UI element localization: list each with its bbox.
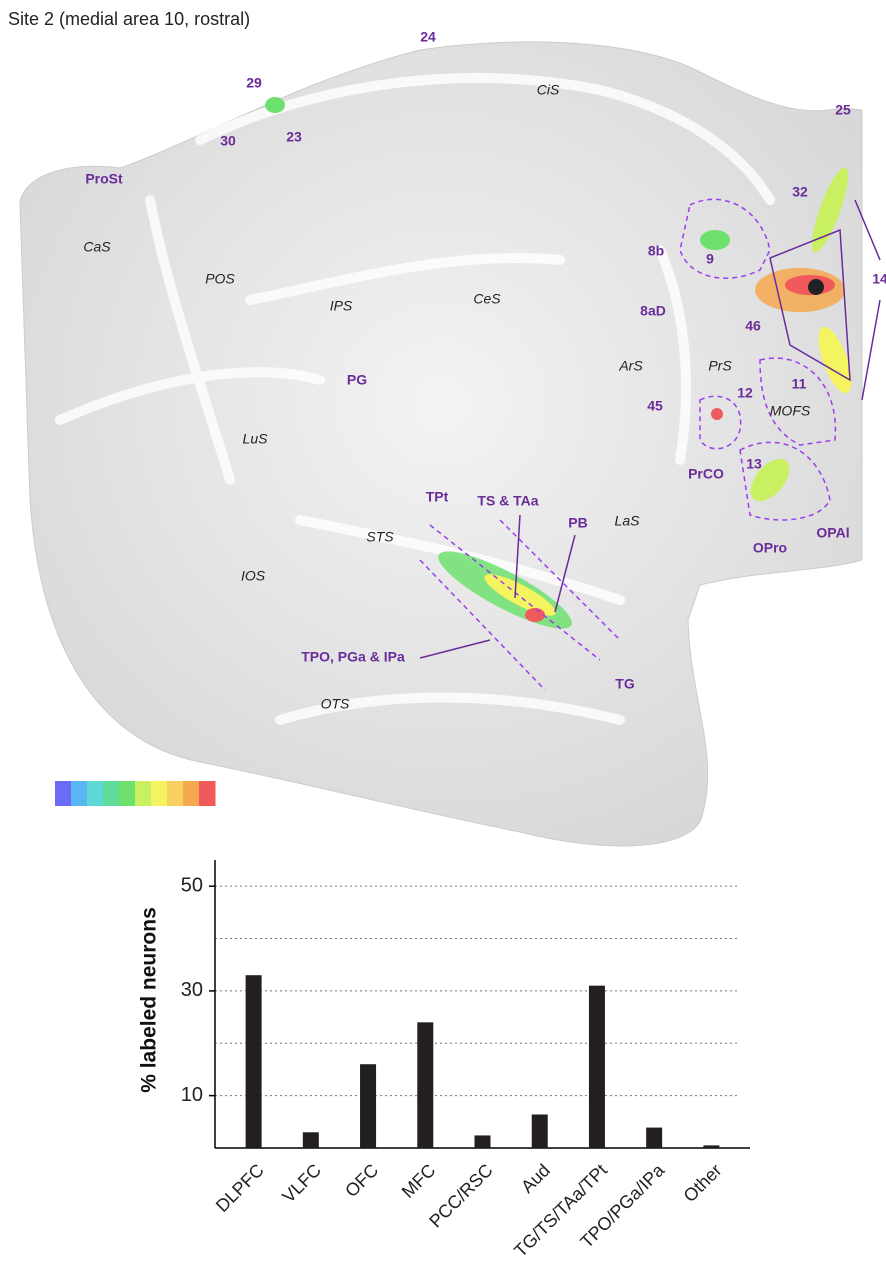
sulcus-label: ArS (618, 358, 643, 374)
area-label: 45 (647, 398, 663, 414)
area-label: 14 (872, 271, 886, 287)
colorbar-swatch (199, 781, 216, 806)
sulcus-label: LaS (615, 513, 641, 529)
sulcus-label: STS (366, 529, 394, 545)
sulcus-label: IOS (241, 568, 266, 584)
colorbar-swatch (151, 781, 168, 806)
colorbar-swatch (103, 781, 120, 806)
area-label: 8aD (640, 303, 666, 319)
sulcus-label: CaS (83, 239, 111, 255)
area-label: 8b (648, 243, 664, 259)
figure-title: Site 2 (medial area 10, rostral) (8, 9, 250, 29)
x-tick-label: OFC (341, 1160, 382, 1201)
area-label: PG (347, 372, 367, 388)
sulcus-label: CeS (473, 291, 501, 307)
area-label: ProSt (85, 171, 123, 187)
area-borders (419, 198, 837, 691)
area-label: 30 (220, 133, 236, 149)
colorbar-swatch (167, 781, 184, 806)
area-label: 24 (420, 29, 436, 45)
area-label: TS & TAa (477, 493, 538, 509)
sulcus-label: OTS (321, 696, 350, 712)
bar (417, 1022, 434, 1148)
area-label: PB (568, 515, 587, 531)
area-label: OPro (753, 540, 787, 556)
area-label: 9 (706, 251, 714, 267)
colorbar-swatch (55, 781, 72, 806)
y-axis-title: % labeled neurons (138, 907, 161, 1093)
colorbar-swatch (183, 781, 200, 806)
sulcus-label: PrS (708, 358, 732, 374)
sulcus-label: CiS (537, 82, 560, 98)
y-tick-label: 30 (181, 979, 203, 1001)
bar (588, 985, 605, 1148)
bar (474, 1135, 491, 1148)
area-label: 46 (745, 318, 761, 334)
area-label: OPAl (816, 525, 849, 541)
x-tick-label: DLPFC (212, 1160, 268, 1216)
leader-lines (419, 199, 881, 659)
bar (360, 1064, 377, 1148)
sulcus-label: IPS (330, 298, 353, 314)
bar (245, 975, 262, 1148)
colorbar-swatch (119, 781, 136, 806)
label-density (265, 97, 852, 629)
area-label: 32 (792, 184, 808, 200)
flat-map: 24 29 30 23 ProSt 25 32 14 8b 9 8aD 46 12 11 45 PrCO 13 O… (19, 29, 886, 847)
sulcus-label: POS (205, 271, 235, 287)
bar (302, 1132, 319, 1148)
cortex-surface (19, 41, 863, 847)
sulcus-label: LuS (243, 431, 269, 447)
area-label: 29 (246, 75, 262, 91)
area-label: 12 (737, 385, 753, 401)
area-label: 13 (746, 456, 762, 472)
y-tick-label: 50 (181, 874, 203, 896)
colorbar (55, 781, 216, 806)
colorbar-swatch (135, 781, 152, 806)
area-label: TPO, PGa & IPa (301, 649, 405, 665)
x-tick-label: VLFC (278, 1160, 325, 1207)
gyri (55, 73, 775, 725)
x-tick-label: Other (680, 1160, 726, 1206)
area-label: TG (615, 676, 635, 692)
area-label: TPt (426, 489, 449, 505)
colorbar-swatch (87, 781, 104, 806)
x-tick-label: Aud (517, 1160, 554, 1197)
x-tick-label: MFC (398, 1160, 440, 1202)
y-tick-label: 10 (181, 1084, 203, 1106)
area-label: 11 (792, 376, 807, 392)
colorbar-swatch (71, 781, 88, 806)
sulcus-label: MOFS (770, 403, 811, 419)
area-label: 23 (286, 129, 302, 145)
area-label: 25 (835, 102, 851, 118)
bar (646, 1127, 663, 1148)
bar (703, 1145, 720, 1148)
area-label: PrCO (688, 466, 724, 482)
bar (531, 1114, 548, 1148)
